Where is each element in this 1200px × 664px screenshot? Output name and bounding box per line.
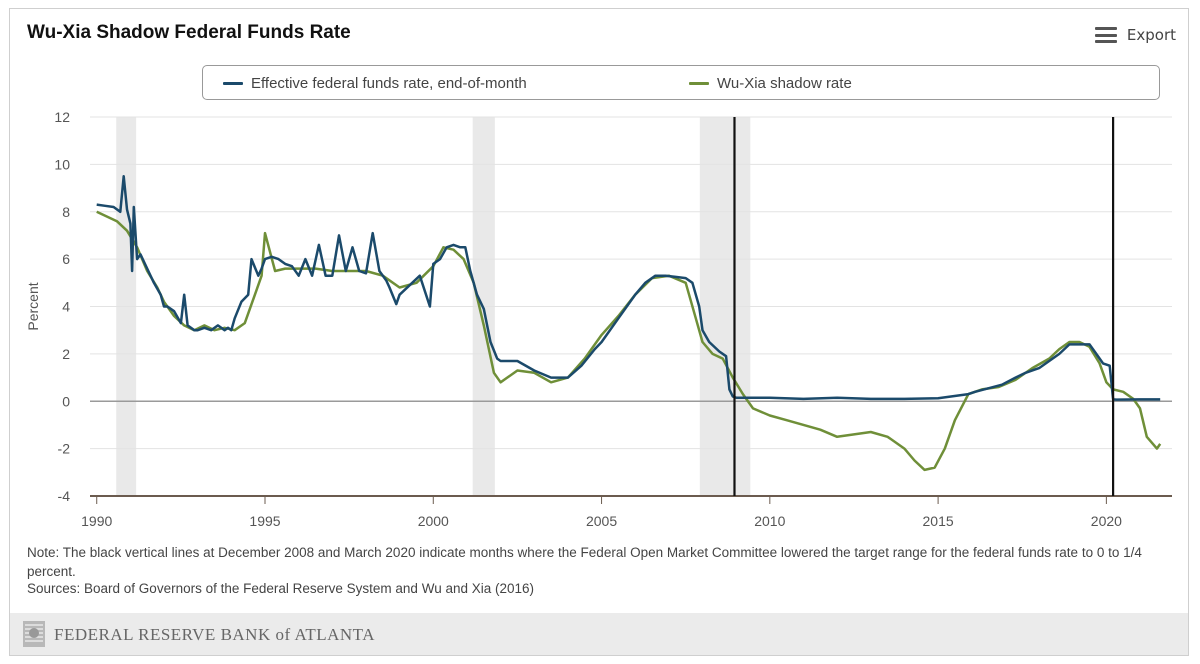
- fed-eagle-logo-icon: [23, 621, 45, 647]
- x-tick-label: 2015: [923, 513, 954, 529]
- footer-bar: FEDERAL RESERVE BANK of ATLANTA: [10, 613, 1188, 655]
- legend-item-effr[interactable]: Effective federal funds rate, end-of-mon…: [223, 75, 527, 92]
- x-tick-label: 2010: [754, 513, 785, 529]
- x-tick-label: 2000: [418, 513, 449, 529]
- chart-note: Note: The black vertical lines at Decemb…: [27, 545, 1142, 579]
- menu-icon: [1094, 27, 1117, 43]
- y-tick-label: 10: [54, 156, 70, 172]
- shadow-rate-line: [96, 210, 1162, 472]
- x-tick-label: 1995: [249, 513, 280, 529]
- legend-label-shadow: Wu-Xia shadow rate: [717, 75, 852, 92]
- footer-bank-name: FEDERAL RESERVE BANK of ATLANTA: [54, 625, 375, 644]
- legend-swatch-effr: [223, 82, 243, 85]
- legend-item-shadow[interactable]: Wu-Xia shadow rate: [689, 75, 852, 92]
- y-tick-label: -4: [58, 488, 71, 504]
- y-tick-label: 0: [62, 393, 70, 409]
- effr-line: [96, 174, 1161, 401]
- y-tick-label: 12: [54, 109, 70, 125]
- y-tick-label: -2: [58, 441, 71, 457]
- legend-swatch-shadow: [689, 82, 709, 85]
- x-tick-label: 1990: [81, 513, 112, 529]
- chart-title: Wu-Xia Shadow Federal Funds Rate: [27, 22, 351, 43]
- export-button[interactable]: Export: [1094, 26, 1176, 44]
- x-tick-label: 2020: [1091, 513, 1122, 529]
- y-tick-label: 4: [62, 299, 70, 315]
- chart-frame: [9, 8, 1189, 656]
- export-label: Export: [1126, 26, 1176, 44]
- x-tick-label: 2005: [586, 513, 617, 529]
- legend-box: Effective federal funds rate, end-of-mon…: [202, 65, 1160, 100]
- y-axis-label: Percent: [25, 282, 41, 330]
- y-tick-label: 2: [62, 346, 70, 362]
- y-tick-label: 6: [62, 251, 70, 267]
- y-tick-label: 8: [62, 204, 70, 220]
- legend-label-effr: Effective federal funds rate, end-of-mon…: [251, 75, 527, 92]
- chart-sources: Sources: Board of Governors of the Feder…: [27, 581, 535, 596]
